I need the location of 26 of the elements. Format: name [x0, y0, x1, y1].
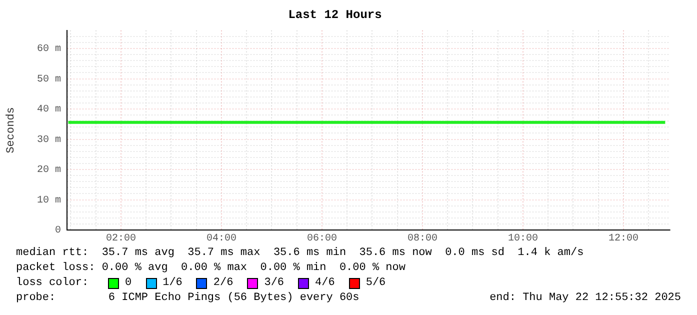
text: probe: 6 ICMP Echo Pings (56 Bytes) every 60s	[16, 291, 360, 306]
x-tick-label: 06:00	[306, 234, 337, 245]
text: loss color:	[16, 276, 90, 291]
y-tick-label: 60 m	[36, 44, 61, 56]
chart-title: Last 12 Hours	[288, 8, 382, 22]
text: 1/6	[162, 276, 182, 291]
x-tick-label: 12:00	[608, 234, 638, 245]
text: 3/6	[264, 276, 284, 291]
text: 4/6	[315, 276, 335, 291]
text: 5/6	[366, 276, 386, 291]
y-tick-label: 0	[54, 226, 61, 237]
y-tick-label: 50 m	[36, 74, 61, 86]
x-tick-label: 04:00	[206, 234, 236, 245]
y-tick-label: 30 m	[36, 134, 61, 146]
x-tick-label: 10:00	[508, 234, 538, 245]
text: median rtt: 35.7 ms avg 35.7 ms max 35.6 ms min 35.6 ms now 0.0 ms sd 1.4 k am/s	[16, 246, 585, 261]
y-tick-label: 40 m	[36, 104, 61, 116]
y-tick-label: 20 m	[36, 165, 61, 176]
text: end: Thu May 22 12:55:32 2025	[490, 291, 681, 306]
x-tick-label: 02:00	[106, 234, 136, 245]
text: packet loss: 0.00 % avg 0.00 % max 0.00 % min 0.00 % now	[16, 261, 406, 276]
y-tick-label: 10 m	[36, 195, 61, 206]
y-axis-title: Seconds	[6, 107, 18, 154]
text: 0	[125, 276, 132, 291]
text: 2/6	[213, 276, 234, 291]
x-tick-label: 08:00	[407, 234, 438, 245]
